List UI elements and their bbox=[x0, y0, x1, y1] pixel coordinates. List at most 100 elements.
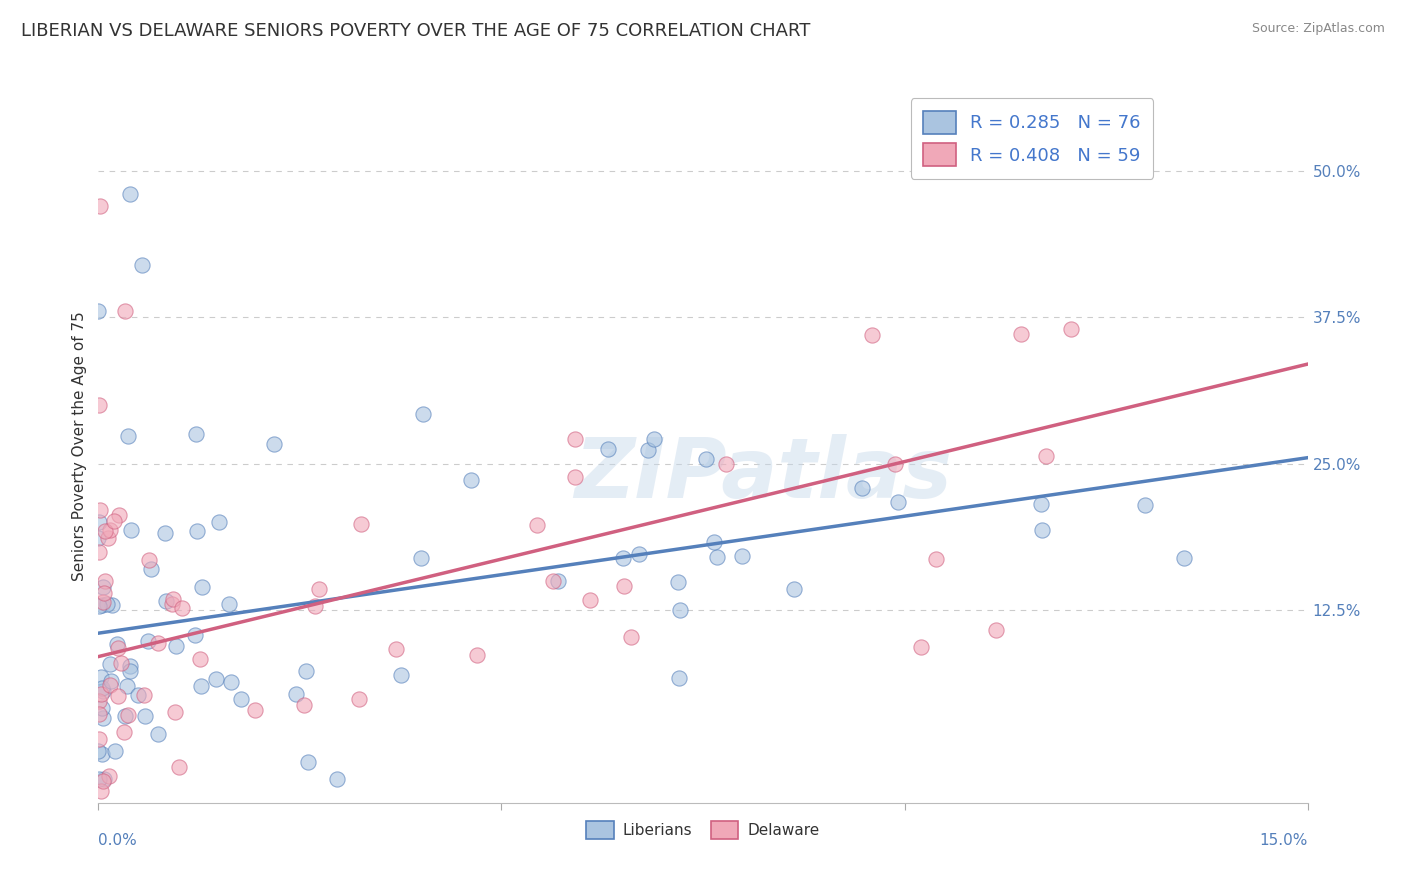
Point bbox=[117, 428, 139, 442]
Point bbox=[100, 598, 122, 612]
Point bbox=[98, 657, 121, 671]
Point bbox=[186, 524, 208, 539]
Point bbox=[91, 711, 114, 725]
Y-axis label: Seniors Poverty Over the Age of 75: Seniors Poverty Over the Age of 75 bbox=[72, 311, 87, 581]
Point bbox=[108, 508, 131, 522]
Point bbox=[190, 679, 212, 693]
Point bbox=[564, 469, 586, 483]
Point bbox=[107, 641, 129, 656]
Point bbox=[87, 772, 110, 787]
Point bbox=[706, 549, 728, 564]
Point bbox=[118, 659, 141, 673]
Point bbox=[465, 648, 488, 662]
Point bbox=[637, 443, 659, 458]
Point bbox=[191, 580, 214, 594]
Point bbox=[132, 688, 155, 702]
Point bbox=[90, 670, 112, 684]
Point bbox=[188, 652, 211, 666]
Point bbox=[304, 599, 326, 613]
Point bbox=[90, 687, 112, 701]
Point bbox=[350, 516, 373, 531]
Point bbox=[783, 582, 806, 596]
Point bbox=[643, 432, 665, 446]
Point bbox=[219, 675, 242, 690]
Text: 15.0%: 15.0% bbox=[1260, 833, 1308, 848]
Point bbox=[409, 551, 432, 566]
Point bbox=[146, 727, 169, 741]
Point bbox=[98, 678, 121, 692]
Point bbox=[90, 681, 112, 695]
Text: Source: ZipAtlas.com: Source: ZipAtlas.com bbox=[1251, 22, 1385, 36]
Point bbox=[162, 592, 184, 607]
Point bbox=[297, 755, 319, 769]
Point bbox=[208, 515, 231, 529]
Point bbox=[87, 531, 110, 545]
Point bbox=[87, 304, 110, 318]
Point bbox=[90, 701, 112, 715]
Point bbox=[860, 327, 883, 342]
Point bbox=[910, 640, 932, 655]
Point bbox=[887, 495, 910, 509]
Point bbox=[460, 473, 482, 487]
Point bbox=[114, 709, 136, 723]
Point bbox=[541, 574, 564, 589]
Point bbox=[90, 598, 112, 612]
Point bbox=[526, 518, 548, 533]
Point bbox=[285, 687, 308, 701]
Point bbox=[120, 664, 142, 678]
Point bbox=[98, 523, 121, 537]
Point bbox=[613, 579, 636, 593]
Point bbox=[110, 656, 132, 670]
Point bbox=[308, 582, 330, 597]
Point bbox=[412, 407, 434, 421]
Point bbox=[138, 553, 160, 567]
Point bbox=[620, 630, 643, 644]
Point bbox=[564, 432, 586, 446]
Text: LIBERIAN VS DELAWARE SENIORS POVERTY OVER THE AGE OF 75 CORRELATION CHART: LIBERIAN VS DELAWARE SENIORS POVERTY OVE… bbox=[21, 22, 810, 40]
Point bbox=[89, 502, 111, 516]
Point bbox=[134, 708, 156, 723]
Point bbox=[91, 594, 114, 608]
Point bbox=[984, 623, 1007, 637]
Point bbox=[117, 707, 139, 722]
Point bbox=[87, 731, 110, 746]
Point bbox=[292, 698, 315, 712]
Point bbox=[295, 665, 318, 679]
Point bbox=[326, 772, 349, 787]
Text: 0.0%: 0.0% bbox=[98, 833, 138, 848]
Point bbox=[91, 684, 114, 698]
Point bbox=[1029, 497, 1052, 511]
Point bbox=[385, 642, 408, 657]
Point bbox=[89, 694, 111, 708]
Point bbox=[245, 703, 267, 717]
Point bbox=[1035, 449, 1057, 463]
Point bbox=[87, 599, 110, 613]
Point bbox=[925, 552, 948, 566]
Point bbox=[165, 705, 187, 719]
Point bbox=[115, 679, 138, 693]
Point bbox=[103, 514, 125, 528]
Point bbox=[165, 639, 187, 653]
Point bbox=[155, 594, 177, 608]
Point bbox=[105, 637, 128, 651]
Point bbox=[263, 436, 285, 450]
Point bbox=[703, 535, 725, 549]
Point bbox=[90, 784, 112, 798]
Point bbox=[1031, 523, 1053, 537]
Point bbox=[136, 633, 159, 648]
Point bbox=[131, 258, 153, 272]
Point bbox=[96, 597, 118, 611]
Point bbox=[1060, 321, 1083, 335]
Point bbox=[153, 526, 176, 541]
Text: ZIPatlas: ZIPatlas bbox=[575, 434, 952, 515]
Point bbox=[87, 398, 110, 412]
Point bbox=[695, 451, 717, 466]
Point bbox=[547, 574, 569, 588]
Point bbox=[87, 516, 110, 530]
Point bbox=[1010, 326, 1032, 341]
Point bbox=[93, 524, 115, 538]
Point bbox=[127, 688, 149, 702]
Point bbox=[1173, 550, 1195, 565]
Point bbox=[389, 668, 412, 682]
Point bbox=[730, 549, 752, 564]
